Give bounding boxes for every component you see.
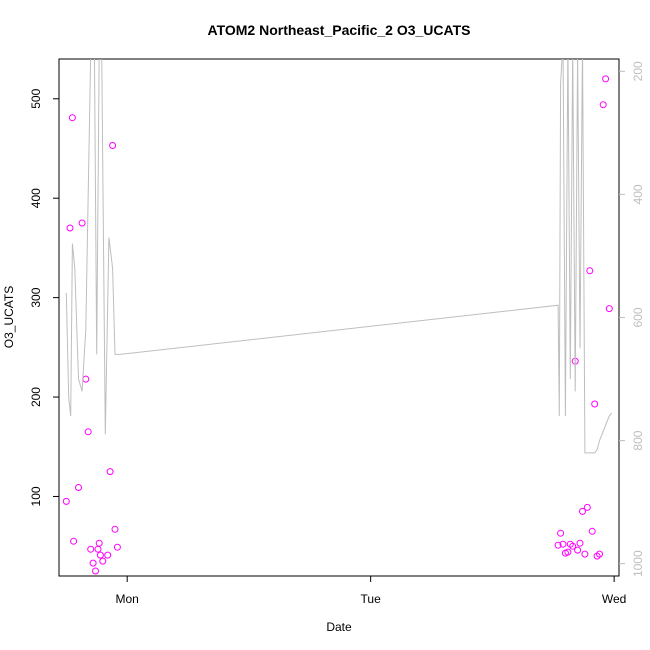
x-tick-label: Tue: [361, 592, 382, 606]
series-line: [65, 59, 613, 454]
data-point: [588, 527, 596, 535]
data-point: [579, 507, 586, 515]
data-point: [586, 267, 594, 275]
y-axis-label: O3_UCATS: [2, 286, 16, 348]
data-point: [605, 305, 613, 313]
data-point: [576, 539, 584, 547]
y-right-tick-label: 1000: [631, 550, 645, 577]
y-right-tick-label: 800: [631, 430, 645, 450]
data-point: [99, 557, 107, 565]
y-tick-label: 400: [29, 188, 43, 208]
data-point: [557, 529, 565, 537]
data-point: [583, 503, 591, 511]
data-point: [66, 224, 74, 232]
data-point: [62, 497, 70, 505]
data-point: [95, 539, 103, 547]
data-point: [94, 545, 102, 553]
data-point: [92, 567, 99, 575]
data-point: [87, 545, 95, 553]
data-point: [75, 484, 82, 491]
data-point: [559, 540, 567, 548]
data-point: [591, 400, 599, 408]
y-right-tick-label: 200: [631, 61, 645, 81]
x-tick-label: Wed: [602, 592, 626, 606]
data-point: [82, 375, 90, 383]
data-point: [554, 541, 562, 549]
data-point: [96, 551, 104, 559]
chart-axes: Mon Tue Wed 100 200 300 400 500 200 400 600 800 1000: [29, 61, 645, 606]
data-point: [569, 542, 577, 550]
y-tick-label: 100: [29, 486, 43, 506]
data-point: [564, 548, 572, 556]
data-point: [599, 101, 607, 109]
data-point: [596, 550, 603, 558]
data-point: [113, 543, 121, 551]
data-point: [84, 428, 92, 436]
y-right-tick-label: 600: [631, 307, 645, 327]
data-point: [111, 525, 119, 533]
data-point: [68, 114, 76, 122]
data-point: [78, 219, 86, 227]
y-tick-label: 500: [29, 88, 43, 108]
data-point: [70, 537, 78, 545]
data-point: [602, 75, 610, 83]
x-tick-label: Mon: [116, 592, 139, 606]
chart-title: ATOM2 Northeast_Pacific_2 O3_UCATS: [208, 22, 471, 38]
data-point: [574, 546, 582, 554]
data-point: [109, 142, 117, 149]
y-right-tick-label: 400: [631, 184, 645, 204]
x-axis-label: Date: [326, 620, 352, 634]
data-point: [104, 551, 112, 559]
chart-marks: [62, 59, 613, 575]
data-point: [106, 468, 114, 476]
plot-area: [58, 58, 620, 577]
data-point: [581, 550, 589, 558]
y-tick-label: 300: [29, 287, 43, 307]
data-point: [89, 559, 97, 567]
y-tick-label: 200: [29, 387, 43, 407]
